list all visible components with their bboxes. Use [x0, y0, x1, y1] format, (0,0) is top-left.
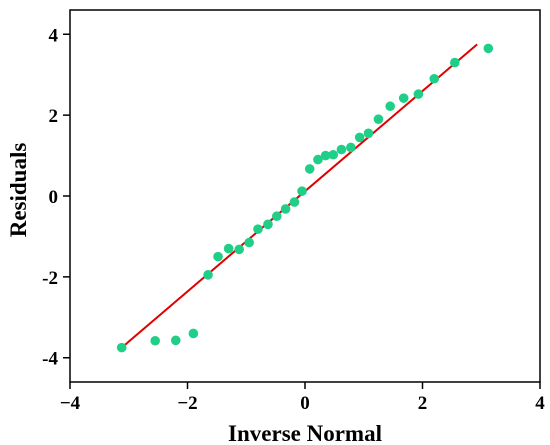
data-point	[244, 237, 254, 248]
x-axis-title: Inverse Normal	[228, 421, 382, 445]
x-tick-label: 4	[535, 393, 545, 414]
data-point	[328, 149, 339, 160]
y-tick-label: 0	[49, 187, 59, 208]
y-axis-title: Residuals	[6, 143, 31, 238]
data-point	[203, 270, 213, 280]
y-tick-label: 4	[49, 25, 59, 46]
y-tick-label: -4	[42, 349, 58, 370]
data-point	[483, 43, 494, 54]
data-point	[450, 57, 460, 68]
y-tick-label: -2	[42, 268, 58, 289]
data-point	[150, 335, 160, 346]
data-point	[188, 328, 199, 339]
data-point	[429, 73, 440, 84]
y-axis-ticks: -4 -2 0 2 4	[42, 25, 70, 370]
data-point	[346, 142, 356, 153]
data-point	[336, 144, 347, 155]
data-point	[223, 243, 234, 254]
data-points-layer	[116, 43, 494, 353]
x-tick-label: −4	[60, 393, 81, 414]
plot-frame	[69, 9, 541, 383]
data-point	[272, 211, 282, 222]
data-point	[213, 251, 223, 262]
data-point	[413, 89, 424, 99]
data-point	[354, 132, 365, 143]
x-tick-label: 0	[300, 393, 310, 414]
data-point	[313, 154, 323, 165]
data-point	[253, 224, 263, 234]
reference-line	[121, 43, 478, 349]
plot-border	[69, 9, 541, 383]
data-point	[297, 186, 307, 196]
data-point	[320, 150, 331, 161]
data-point	[304, 164, 315, 174]
fit-line-layer	[121, 43, 478, 349]
data-point	[234, 244, 244, 255]
x-tick-label: 2	[418, 393, 428, 414]
data-point	[373, 114, 384, 124]
data-point	[170, 335, 181, 346]
data-point	[363, 128, 374, 139]
data-point	[280, 204, 291, 214]
data-point	[385, 101, 395, 112]
x-tick-label: −2	[177, 393, 197, 414]
data-point	[398, 93, 409, 103]
data-point	[289, 197, 300, 207]
y-tick-label: 2	[49, 106, 59, 127]
data-point	[116, 342, 127, 353]
x-axis-ticks: −4 −2 0 2 4	[60, 382, 545, 414]
data-point	[263, 219, 273, 230]
